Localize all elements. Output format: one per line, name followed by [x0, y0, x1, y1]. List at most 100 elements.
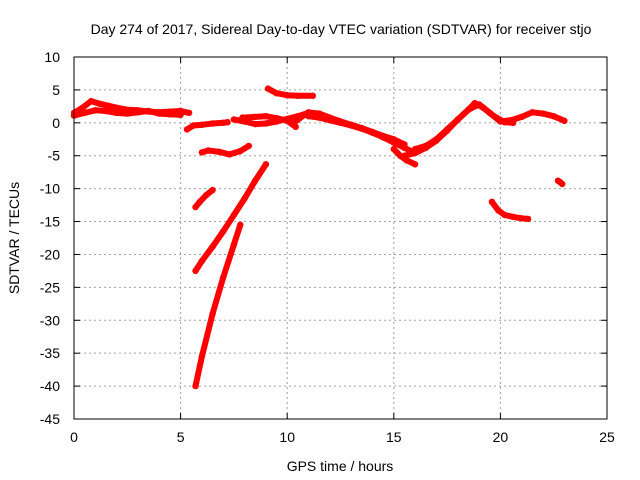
x-tick-label: 20	[493, 429, 509, 445]
x-tick-label: 5	[177, 429, 185, 445]
data-point	[185, 109, 193, 117]
data-point	[411, 145, 419, 153]
data-point	[294, 92, 302, 100]
data-point	[262, 161, 270, 168]
data-point	[326, 117, 333, 124]
y-tick-label: -15	[40, 214, 60, 230]
series-arc-13	[488, 198, 532, 223]
data-point	[92, 107, 99, 114]
data-point	[497, 118, 504, 125]
data-point	[252, 113, 259, 121]
data-point	[177, 111, 184, 119]
data-point	[518, 113, 525, 121]
plot-frame	[73, 56, 608, 420]
data-point	[124, 110, 131, 117]
data-point	[273, 115, 280, 122]
y-tick-label: -5	[48, 148, 61, 164]
data-point	[226, 151, 233, 158]
data-point	[348, 122, 355, 129]
data-point	[454, 116, 461, 123]
data-point	[230, 241, 238, 248]
x-tick-label: 10	[279, 429, 295, 445]
series-arc-16	[192, 161, 270, 275]
series-arc-4	[198, 142, 252, 158]
data-point	[192, 267, 199, 275]
y-axis-label: SDTVAR / TECUs	[6, 182, 22, 294]
y-tick-label: -20	[40, 246, 60, 262]
data-point	[309, 92, 316, 100]
series-line	[192, 221, 244, 390]
data-point	[488, 198, 496, 205]
data-point	[192, 203, 199, 211]
data-point	[379, 134, 387, 141]
data-point	[205, 147, 212, 154]
data-point	[264, 85, 272, 92]
data-point	[156, 110, 163, 117]
y-tick-labels: 10 5 0 -5 -10 -15 -20 -25 -30 -35 -40 -45	[40, 49, 60, 427]
chart-title: Day 274 of 2017, Sidereal Day-to-day VTE…	[91, 21, 592, 37]
data-point	[252, 177, 259, 184]
data-point	[316, 114, 323, 121]
series-arc-17	[192, 221, 244, 390]
series-arc-2	[70, 107, 184, 119]
data-point	[559, 180, 566, 188]
data-point	[518, 215, 525, 222]
series-arc-3	[183, 119, 231, 133]
data-point	[529, 109, 536, 116]
data-point	[183, 126, 191, 133]
data-point	[561, 117, 568, 125]
data-point	[81, 109, 88, 117]
y-tick-label: -45	[40, 411, 60, 427]
data-point	[220, 228, 227, 235]
data-point	[87, 97, 95, 105]
data-point	[252, 120, 259, 128]
y-tick-label: -35	[40, 345, 60, 361]
data-point	[209, 310, 216, 317]
x-tick-labels: 0 5 10 15 20 25	[70, 429, 615, 445]
data-point	[230, 116, 238, 123]
data-point	[190, 122, 197, 129]
data-point	[305, 113, 312, 120]
data-point	[215, 148, 223, 155]
data-point	[501, 211, 508, 219]
data-point	[113, 104, 120, 111]
data-point	[433, 136, 440, 143]
data-point	[239, 114, 246, 121]
data-point	[209, 243, 216, 250]
data-point	[192, 382, 199, 390]
data-point	[550, 113, 557, 120]
data-point	[401, 152, 408, 159]
data-point	[475, 101, 483, 108]
series-arc-6	[239, 113, 299, 130]
data-point	[411, 161, 419, 168]
data-point	[262, 120, 270, 127]
data-point	[486, 109, 493, 117]
data-point	[196, 198, 203, 205]
data-point	[104, 102, 112, 109]
data-point	[358, 125, 365, 132]
y-tick-label: -40	[40, 378, 60, 394]
data-point	[224, 119, 231, 126]
x-tick-label: 25	[599, 429, 615, 445]
y-tick-label: 0	[52, 115, 60, 131]
y-tick-label: -25	[40, 279, 60, 295]
data-point	[510, 213, 517, 221]
data-point	[422, 142, 429, 150]
data-point	[284, 92, 291, 99]
data-point	[284, 117, 291, 125]
data-point	[102, 107, 110, 115]
series-arc-15	[192, 186, 216, 211]
data-point	[209, 120, 216, 127]
data-point	[134, 109, 142, 116]
series-line	[192, 187, 216, 211]
data-point	[390, 145, 397, 153]
data-point	[230, 211, 238, 219]
data-point	[166, 111, 174, 118]
data-point	[245, 142, 252, 150]
x-tick-label: 0	[70, 429, 78, 445]
data-point	[495, 207, 502, 214]
data-point	[443, 126, 451, 133]
data-point	[198, 149, 206, 156]
series-arc-7	[264, 85, 316, 100]
